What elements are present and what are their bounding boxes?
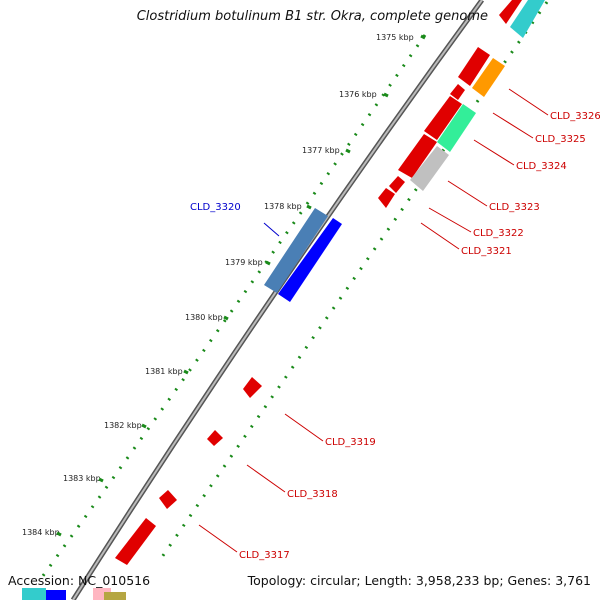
scale-tick [98, 477, 104, 483]
scale-label: 1378 kbp [264, 202, 302, 211]
scale-label: 1379 kbp [225, 258, 263, 267]
gene-cld3317a [159, 490, 177, 509]
scale-label: 1381 kbp [145, 367, 183, 376]
scale-tick [420, 34, 426, 40]
map-title: Clostridium botulinum B1 str. Okra, comp… [136, 9, 488, 24]
gene-label: CLD_3322 [473, 228, 524, 239]
gene-label: CLD_3326 [550, 111, 600, 122]
gene-label: CLD_3317 [239, 550, 290, 561]
genes-outer [378, 0, 545, 208]
accession-text: Accession: NC_010516 [8, 573, 151, 588]
scale-tick [383, 92, 389, 98]
leader-cld3319 [284, 413, 324, 442]
leader-lines [198, 88, 549, 553]
scale-tick [141, 423, 147, 429]
scale-label: 1377 kbp [302, 146, 340, 155]
gene-label: CLD_3325 [535, 134, 586, 145]
gene-blue-bottom [46, 590, 66, 600]
scale-label: 1384 kbp [22, 528, 60, 537]
leader-cld3321 [420, 222, 460, 250]
gene-cyan-bottom [22, 588, 46, 600]
gene-cld3318 [207, 430, 223, 446]
gene-orange [472, 58, 505, 97]
scale-tick [223, 315, 229, 321]
leader-cld3322 [428, 207, 472, 233]
scale-label: 1383 kbp [63, 474, 101, 483]
gene-red-small [450, 84, 465, 100]
leader-cld3326 [508, 88, 549, 116]
gene-label: CLD_3321 [461, 246, 512, 257]
genome-summary-text: Topology: circular; Length: 3,958,233 bp… [247, 573, 591, 588]
leader-cld3324 [473, 139, 515, 166]
gene-label: CLD_3323 [489, 202, 540, 213]
gene-cyan-top [510, 0, 545, 38]
gene-label: CLD_3319 [325, 437, 376, 448]
scale-label: 1375 kbp [376, 33, 414, 42]
scale-tick [56, 531, 62, 537]
leader-cld3317 [198, 524, 238, 553]
gene-cld3322 [389, 176, 405, 193]
leader-cld3323 [447, 180, 488, 207]
genes-bottom [22, 588, 126, 600]
leader-cld3318 [246, 464, 286, 493]
genes-inner [115, 377, 262, 565]
gene-label: CLD_3318 [287, 489, 338, 500]
gene-cld3319 [243, 377, 262, 398]
scale-labels: 1375 kbp 1376 kbp 1377 kbp 1378 kbp 1379… [22, 33, 414, 537]
scale-label: 1382 kbp [104, 421, 142, 430]
scale-tick [183, 369, 189, 375]
leader-cld3325 [492, 112, 534, 139]
scale-label: 1376 kbp [339, 90, 377, 99]
genome-backbone-highlight [72, 0, 483, 600]
leader-cld3320 [263, 222, 280, 237]
genome-backbone [70, 0, 485, 600]
scale-label: 1380 kbp [185, 313, 223, 322]
gene-label: CLD_3320 [190, 202, 241, 213]
gene-cld3325 [458, 47, 490, 86]
gene-seagreen [437, 104, 476, 152]
gene-red-mid [398, 134, 437, 178]
genes-blue [264, 208, 342, 302]
gene-olive-bottom [104, 592, 126, 600]
gene-gray [410, 146, 449, 191]
gene-cld3317 [115, 518, 156, 565]
gene-labels: CLD_3326 CLD_3325 CLD_3324 CLD_3323 CLD_… [190, 111, 600, 561]
gene-cld3321 [378, 188, 395, 208]
gene-cld3326 [499, 0, 522, 24]
gene-label: CLD_3324 [516, 161, 567, 172]
scale-ticks [56, 34, 426, 537]
gene-cld3320 [264, 208, 328, 293]
scale-tick [345, 148, 351, 154]
gene-blue [278, 218, 342, 302]
left-dotted-ring [38, 34, 427, 581]
scale-tick [306, 204, 312, 210]
gene-cld3324 [424, 96, 462, 140]
scale-tick [265, 260, 271, 266]
